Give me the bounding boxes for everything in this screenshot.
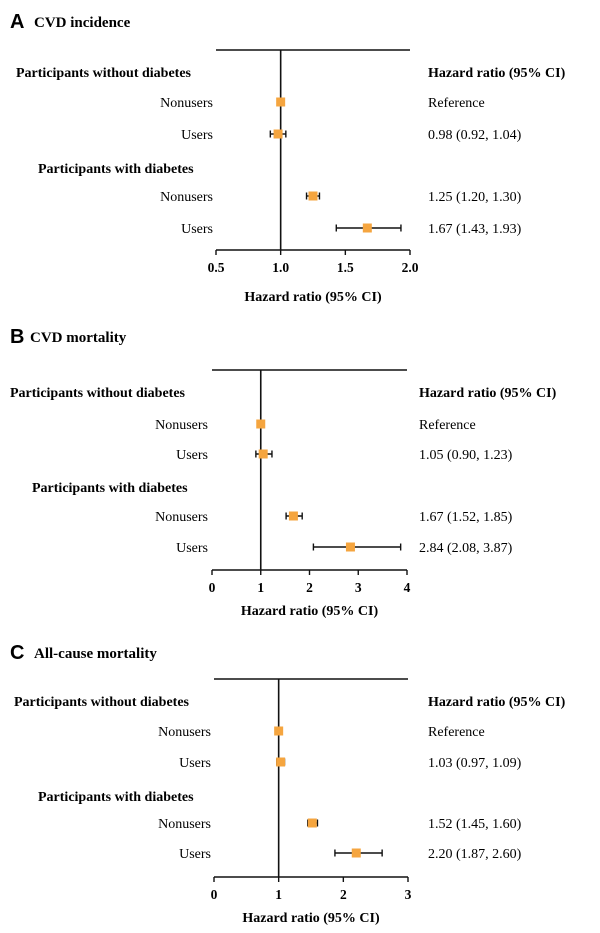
group-label: Participants without diabetes: [16, 66, 192, 81]
panel-a: A CVD incidence 0.5 1.0 1.5 2.0 Hazard ratio (…: [10, 11, 566, 305]
point-estimate-marker: [274, 726, 284, 736]
point-estimate-marker: [351, 848, 361, 858]
hr-value: Reference: [428, 725, 485, 740]
group-label: Participants without diabetes: [10, 386, 186, 401]
x-tick-label: 1: [257, 580, 264, 595]
row-label: Users: [179, 847, 211, 862]
row-label: Nonusers: [160, 190, 213, 205]
row-label: Nonusers: [155, 418, 208, 433]
panel-b: B CVD mortality 0 1 2 3 4 Hazard ratio (95% CI)…: [10, 326, 557, 619]
x-axis-title: Hazard ratio (95% CI): [241, 604, 379, 619]
hr-value: 0.98 (0.92, 1.04): [428, 128, 522, 143]
hr-column-header: Hazard ratio (95% CI): [419, 386, 557, 401]
group-label: Participants without diabetes: [14, 695, 190, 710]
group-label: Participants with diabetes: [32, 481, 188, 496]
x-axis-title: Hazard ratio (95% CI): [242, 911, 380, 926]
panel-letter: C: [10, 642, 24, 664]
row-label: Nonusers: [158, 725, 211, 740]
row-label: Users: [181, 128, 213, 143]
point-estimate-marker: [288, 511, 298, 521]
point-estimate-marker: [276, 757, 286, 767]
hr-value: 1.52 (1.45, 1.60): [428, 817, 522, 832]
hr-value: 1.03 (0.97, 1.09): [428, 756, 522, 771]
hr-value: 2.84 (2.08, 3.87): [419, 541, 513, 556]
x-axis-title: Hazard ratio (95% CI): [244, 290, 382, 305]
x-tick-label: 2: [306, 580, 313, 595]
row-label: Users: [176, 448, 208, 463]
point-estimate-marker: [256, 419, 266, 429]
hr-value: 1.67 (1.52, 1.85): [419, 510, 513, 525]
hr-value: 1.05 (0.90, 1.23): [419, 448, 513, 463]
point-estimate-marker: [273, 129, 283, 139]
point-estimate-marker: [276, 97, 286, 107]
panel-letter: A: [10, 11, 24, 33]
hr-column-header: Hazard ratio (95% CI): [428, 695, 566, 710]
x-tick-label: 0.5: [208, 260, 225, 275]
x-tick-label: 0: [209, 580, 216, 595]
x-tick-label: 1.5: [337, 260, 354, 275]
x-tick-label: 2.0: [402, 260, 419, 275]
panel-title: CVD incidence: [34, 15, 131, 31]
group-label: Participants with diabetes: [38, 162, 194, 177]
row-label: Users: [181, 222, 213, 237]
hr-value: 1.25 (1.20, 1.30): [428, 190, 522, 205]
row-label: Users: [179, 756, 211, 771]
row-label: Nonusers: [158, 817, 211, 832]
hr-value: 1.67 (1.43, 1.93): [428, 222, 522, 237]
row-label: Nonusers: [155, 510, 208, 525]
panel-letter: B: [10, 326, 24, 348]
point-estimate-marker: [308, 191, 318, 201]
point-estimate-marker: [258, 449, 268, 459]
x-tick-label: 1.0: [272, 260, 289, 275]
row-label: Nonusers: [160, 96, 213, 111]
hr-value: 2.20 (1.87, 2.60): [428, 847, 522, 862]
point-estimate-marker: [307, 818, 317, 828]
point-estimate-marker: [345, 542, 355, 552]
x-tick-label: 3: [355, 580, 362, 595]
panel-title: CVD mortality: [30, 330, 127, 346]
x-tick-label: 0: [211, 887, 218, 902]
row-label: Users: [176, 541, 208, 556]
hr-column-header: Hazard ratio (95% CI): [428, 66, 566, 81]
x-tick-label: 1: [275, 887, 282, 902]
group-label: Participants with diabetes: [38, 790, 194, 805]
hr-value: Reference: [419, 418, 476, 433]
x-tick-label: 4: [404, 580, 411, 595]
x-tick-label: 3: [405, 887, 412, 902]
panel-c: C All-cause mortality 0 1 2 3 Hazard ratio (95…: [10, 642, 566, 926]
hr-value: Reference: [428, 96, 485, 111]
panel-title: All-cause mortality: [34, 646, 157, 662]
point-estimate-marker: [362, 223, 372, 233]
x-tick-label: 2: [340, 887, 347, 902]
